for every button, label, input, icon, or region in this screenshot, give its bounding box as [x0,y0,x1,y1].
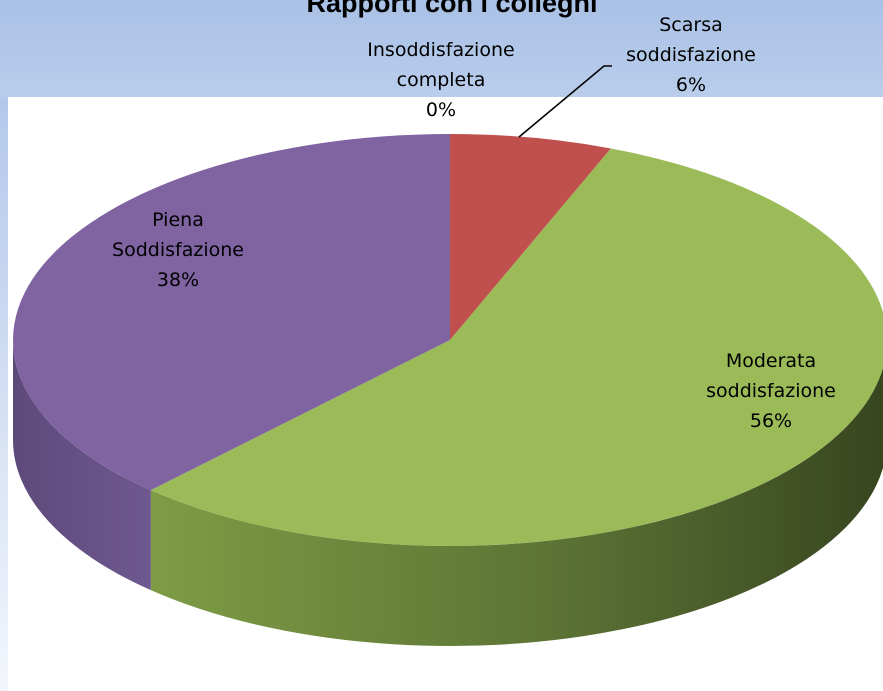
pie-side-piena-soddisfazione [12,340,151,591]
data-label-piena-soddisfazione: Piena Soddisfazione 38% [112,209,244,291]
data-label-insoddisfazione-completa: Insoddisfazione completa 0% [367,39,514,121]
pie-slice-piena-soddisfazione[interactable] [12,134,451,491]
pie-slice-scarsa-soddisfazione[interactable] [450,134,611,340]
pie-side-moderata-soddisfazione [150,367,883,646]
pie-slice-moderata-soddisfazione[interactable] [150,148,883,546]
left-strip [0,97,8,691]
data-label-scarsa-soddisfazione: Scarsa soddisfazione 6% [626,14,756,96]
header-band [0,0,883,97]
leader-line-scarsa-soddisfazione [518,65,612,138]
chart-title: Rapporti con i colleghi [306,0,597,18]
data-label-moderata-soddisfazione: Moderata soddisfazione 56% [706,350,836,432]
